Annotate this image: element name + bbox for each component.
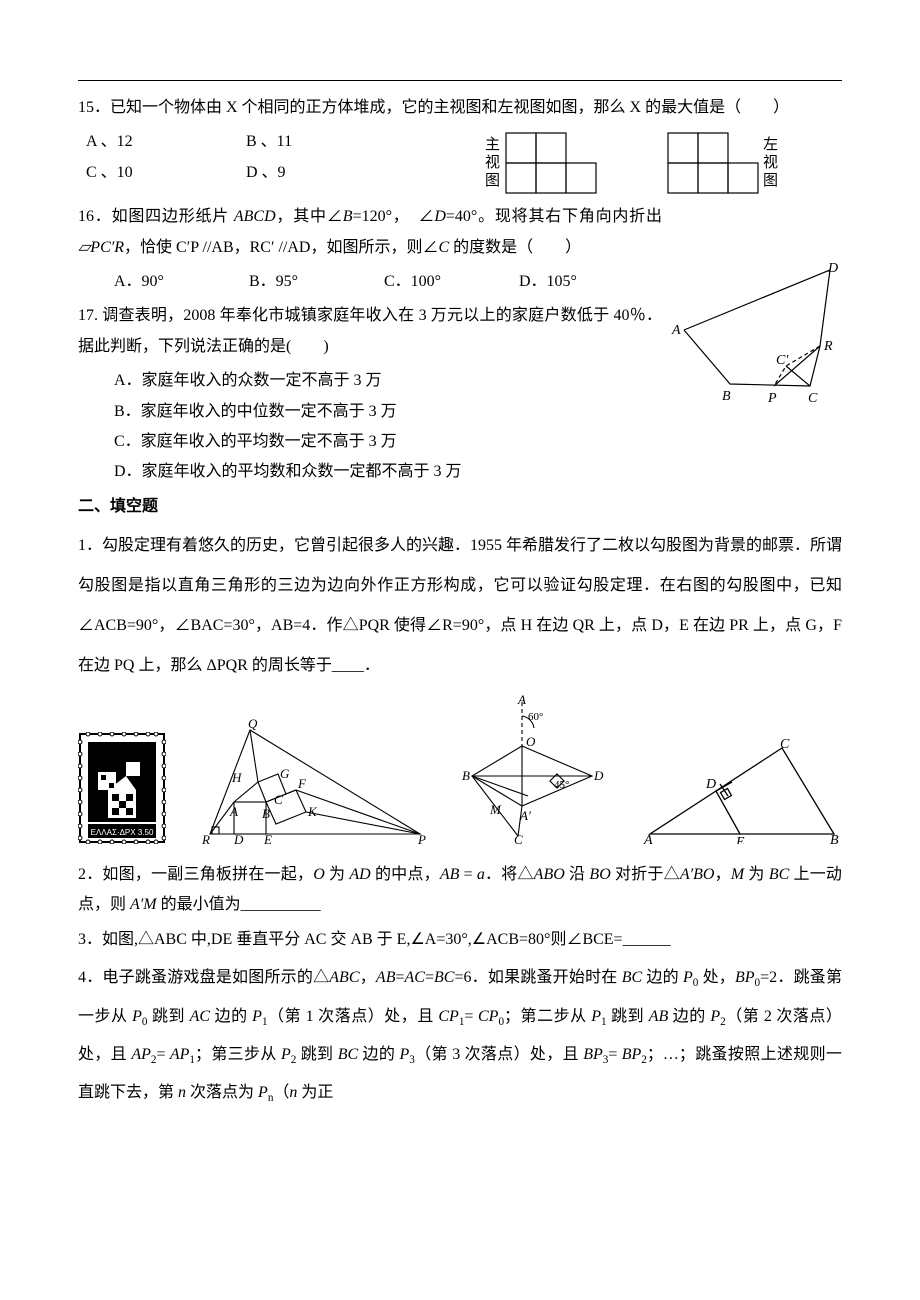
q16-opt-b: B．95° bbox=[249, 267, 384, 297]
top-rule bbox=[78, 80, 842, 81]
svg-text:F: F bbox=[297, 776, 307, 791]
f3-text: 3．如图,△ABC 中,DE 垂直平分 AC 交 AB 于 E,∠A=30°,∠… bbox=[78, 925, 842, 955]
svg-text:E: E bbox=[735, 835, 745, 844]
svg-text:D: D bbox=[233, 832, 244, 844]
svg-text:G: G bbox=[280, 766, 290, 781]
svg-text:C: C bbox=[808, 391, 818, 406]
stamp-figure: ΕΛΛΑΣ·ΔΡΧ 3.50 bbox=[78, 732, 166, 844]
q17-opt-c: C．家庭年收入的平均数一定不高于 3 万 bbox=[114, 427, 842, 457]
q15-views: 主视图 左视图 bbox=[485, 132, 779, 194]
svg-text:A: A bbox=[517, 694, 526, 707]
svg-text:B: B bbox=[722, 389, 731, 404]
svg-text:H: H bbox=[231, 770, 242, 785]
svg-text:R: R bbox=[201, 832, 210, 844]
q16-opt-c: C．100° bbox=[384, 267, 519, 297]
svg-text:P: P bbox=[767, 391, 777, 406]
figure-row: ΕΛΛΑΣ·ΔΡΧ 3.50 Q G H C F bbox=[78, 694, 842, 844]
q15-opt-b: B 、11 bbox=[246, 127, 406, 157]
svg-text:45°: 45° bbox=[554, 779, 569, 791]
svg-text:D: D bbox=[705, 777, 716, 792]
svg-text:M: M bbox=[489, 802, 502, 817]
q15-front-label: 主视图 bbox=[485, 136, 501, 190]
q15-opt-c: C 、10 bbox=[86, 158, 246, 188]
section2-title: 二、填空题 bbox=[78, 492, 842, 522]
abc-de-figure: A B C D E bbox=[642, 734, 842, 844]
f1-text: 1．勾股定理有着悠久的历史，它曾引起很多人的兴趣．1955 年希腊发行了二枚以勾… bbox=[78, 526, 842, 686]
q16-figure: A B D R C C′ P bbox=[670, 258, 838, 408]
svg-text:ΕΛΛΑΣ·ΔΡΧ 3.50: ΕΛΛΑΣ·ΔΡΧ 3.50 bbox=[91, 828, 154, 837]
svg-text:B: B bbox=[830, 833, 839, 844]
svg-text:C: C bbox=[780, 737, 790, 752]
svg-text:P: P bbox=[417, 832, 426, 844]
f2-text: 2．如图，一副三角板拼在一起，O 为 AD 的中点，AB = a．将△ABO 沿… bbox=[78, 860, 842, 921]
svg-text:C: C bbox=[274, 792, 283, 807]
q15-left-view bbox=[667, 132, 759, 194]
svg-text:C′: C′ bbox=[776, 353, 789, 368]
q16-opt-d: D．105° bbox=[519, 267, 654, 297]
q17-opt-d: D．家庭年收入的平均数和众数一定都不高于 3 万 bbox=[114, 457, 842, 487]
q15-left-label: 左视图 bbox=[763, 136, 779, 190]
svg-text:K: K bbox=[307, 804, 318, 819]
svg-text:A: A bbox=[671, 323, 681, 338]
svg-text:A: A bbox=[643, 833, 653, 844]
svg-text:D: D bbox=[593, 768, 604, 783]
svg-text:E: E bbox=[263, 832, 272, 844]
svg-text:D: D bbox=[827, 261, 838, 276]
svg-text:Q: Q bbox=[248, 716, 258, 731]
q15-opt-a: A 、12 bbox=[86, 127, 246, 157]
f4-text: 4．电子跳蚤游戏盘是如图所示的△ABC，AB=AC=BC=6．如果跳蚤开始时在 … bbox=[78, 959, 842, 1113]
svg-text:B: B bbox=[262, 806, 270, 821]
pqr-figure: Q G H C F B K A R D E P bbox=[198, 716, 428, 844]
abo-figure: A O B D M A′ C 60° 45° bbox=[460, 694, 610, 844]
q15-opt-d: D 、9 bbox=[246, 158, 406, 188]
q15-text: 15．已知一个物体由 X 个相同的正方体堆成，它的主视图和左视图如图，那么 X … bbox=[78, 93, 842, 123]
svg-text:60°: 60° bbox=[528, 711, 543, 723]
svg-text:O: O bbox=[526, 734, 536, 749]
svg-text:A′: A′ bbox=[519, 808, 531, 823]
svg-text:R: R bbox=[823, 339, 833, 354]
q16-text: 16．如图四边形纸片 ABCD，其中∠B=120°， ∠D=40°。现将其右下角… bbox=[78, 202, 842, 263]
q15-front-view bbox=[505, 132, 597, 194]
svg-text:C: C bbox=[514, 832, 523, 844]
q16-opt-a: A．90° bbox=[114, 267, 249, 297]
svg-text:B: B bbox=[462, 768, 470, 783]
svg-text:A: A bbox=[229, 804, 238, 819]
